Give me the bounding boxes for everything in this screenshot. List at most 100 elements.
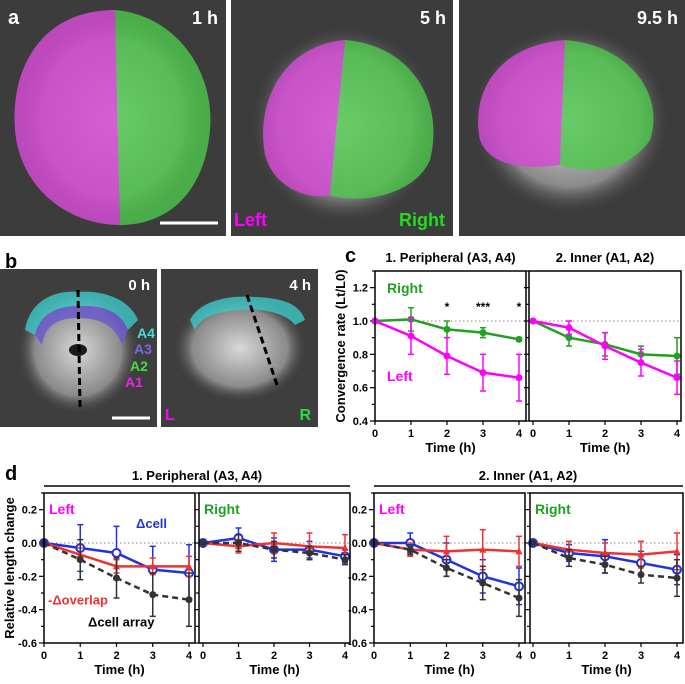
- y-tick-label: 0.2: [22, 505, 37, 517]
- data-point: [515, 594, 523, 602]
- x-tick-label: 4: [674, 428, 681, 440]
- side-label: Right: [204, 501, 240, 517]
- data-point: [637, 571, 645, 579]
- x-axis-label: Time (h): [249, 662, 299, 677]
- region-label-a1: A1: [125, 374, 143, 390]
- data-point: [185, 596, 193, 604]
- plot-frame: [373, 492, 526, 644]
- data-point: [443, 547, 450, 555]
- series-line: [373, 541, 520, 600]
- significance-marker: ***: [476, 300, 490, 314]
- y-tick-label: -0.6: [18, 638, 37, 650]
- micrograph-0h: [0, 269, 157, 427]
- data-point: [235, 539, 242, 547]
- data-point: [515, 374, 523, 382]
- data-point: [565, 554, 573, 562]
- series-Δcell array: [370, 539, 523, 618]
- legend-right: Right: [387, 280, 423, 296]
- x-tick-label: 1: [407, 650, 413, 662]
- midline-4h: [245, 294, 279, 386]
- y-tick-label: 1.0: [353, 316, 368, 328]
- legend-cell-array: Δcell array: [88, 614, 155, 629]
- y-tick-label: 0.0: [22, 538, 37, 550]
- data-point: [601, 561, 609, 569]
- x-tick-label: 3: [480, 428, 486, 440]
- x-tick-label: 4: [186, 650, 193, 662]
- micrograph-5h: [231, 0, 453, 236]
- x-tick-label: 1: [77, 650, 83, 662]
- data-point: [149, 591, 157, 599]
- data-point: [113, 574, 120, 582]
- x-tick-label: 2: [113, 650, 119, 662]
- region-label-a2: A2: [130, 358, 148, 374]
- data-point: [111, 548, 122, 558]
- x-tick-label: 1: [566, 650, 572, 662]
- x-axis-label: Time (h): [581, 662, 631, 677]
- data-point: [673, 574, 681, 582]
- x-tick-label: 1: [566, 428, 572, 440]
- data-point: [407, 332, 415, 340]
- y-tick-label: -0.4: [348, 605, 368, 617]
- x-tick-label: 0: [372, 428, 378, 440]
- x-tick-label: 2: [443, 650, 449, 662]
- x-tick-label: 1: [408, 428, 414, 440]
- side-label: Left: [379, 501, 405, 517]
- data-point: [306, 549, 313, 557]
- chart-1: 1. Peripheral (A3, A4) 0.4 0.6 0.8 1.0 1.2 0 1 2…: [353, 250, 527, 455]
- panel-b: b 0 h 4 h A4 A3 A2 A1 L R: [0, 251, 318, 427]
- x-tick-label: 4: [342, 650, 349, 662]
- data-point: [673, 352, 681, 360]
- right-label-b: R: [299, 407, 311, 424]
- legend-cell: Δcell: [136, 516, 167, 531]
- x-tick-label: 0: [530, 650, 536, 662]
- x-tick-label: 0: [41, 650, 47, 662]
- data-point: [406, 546, 414, 554]
- region-label-a4: A4: [137, 325, 155, 341]
- micrograph-4h: [161, 269, 318, 427]
- panel-label-a: a: [8, 7, 20, 29]
- y-tick-label: -0.4: [18, 605, 38, 617]
- right-label: Right: [399, 210, 445, 230]
- y-tick-label: 0.0: [352, 538, 367, 550]
- x-tick-label: 3: [306, 650, 312, 662]
- data-point: [515, 547, 523, 555]
- data-point: [565, 324, 573, 332]
- series-Left: [529, 317, 681, 396]
- x-axis-label: Time (h): [94, 662, 144, 677]
- time-label-0h: 0 h: [128, 277, 150, 294]
- chart-3: -0.6 -0.4 -0.2 0.0 0.2 0 1 2 3 4 Time (h) Left Δcell…: [18, 492, 196, 677]
- x-tick-label: 0: [371, 650, 377, 662]
- plot-frame: [198, 492, 351, 644]
- data-point: [637, 550, 645, 558]
- micrograph-1h: [0, 0, 226, 236]
- plot-frame: [528, 270, 682, 422]
- chart-title: 1. Peripheral (A3, A4): [385, 250, 515, 265]
- x-tick-label: 2: [444, 428, 450, 440]
- significance-marker: *: [517, 300, 522, 314]
- plot-frame: [374, 270, 527, 422]
- x-axis-label: Time (h): [424, 662, 474, 677]
- x-axis-label: Time (h): [580, 440, 630, 455]
- data-point: [443, 352, 451, 360]
- x-tick-label: 4: [516, 428, 523, 440]
- y-tick-label: -0.2: [18, 571, 37, 583]
- x-tick-label: 3: [480, 650, 486, 662]
- y-tick-label: 1.2: [353, 283, 368, 295]
- plot-frame: [529, 492, 684, 644]
- panel-label-d: d: [5, 463, 17, 485]
- x-tick-label: 1: [235, 650, 241, 662]
- data-point: [76, 556, 84, 564]
- time-label-4h: 4 h: [289, 277, 311, 294]
- y-tick-label: 0.4: [353, 416, 369, 428]
- x-tick-label: 2: [602, 428, 608, 440]
- data-point: [637, 359, 645, 367]
- data-point: [601, 342, 609, 350]
- data-point: [443, 564, 450, 572]
- chart-4: 0 1 2 3 4 Time (h) Right: [194, 492, 351, 677]
- data-point: [149, 562, 157, 570]
- data-point: [443, 325, 451, 333]
- time-label-5h: 5 h: [420, 8, 446, 28]
- panel-label-b: b: [5, 251, 17, 273]
- group-title-inner: 2. Inner (A1, A2): [479, 468, 577, 483]
